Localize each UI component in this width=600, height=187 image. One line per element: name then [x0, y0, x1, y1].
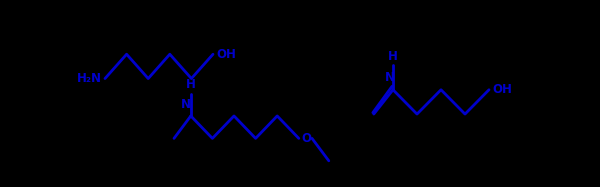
Text: N: N	[181, 98, 191, 111]
Text: H₂N: H₂N	[77, 72, 102, 85]
Text: OH: OH	[492, 83, 512, 96]
Text: O: O	[302, 132, 312, 145]
Text: H: H	[186, 78, 196, 91]
Text: OH: OH	[216, 48, 236, 61]
Text: H: H	[388, 50, 398, 63]
Text: N: N	[385, 71, 395, 84]
